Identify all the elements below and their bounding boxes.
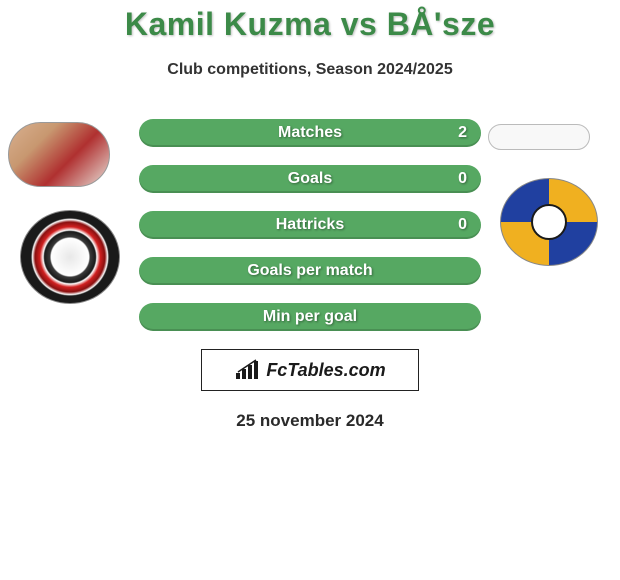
stat-row-goals-per-match: Goals per match: [139, 257, 481, 285]
stat-row-hattricks: Hattricks 0: [139, 211, 481, 239]
stat-label: Goals per match: [247, 262, 372, 280]
player-left-avatar: [8, 122, 110, 187]
branding-box[interactable]: FcTables.com: [201, 349, 419, 391]
club-right-badge-inner: [531, 204, 567, 240]
page-subtitle: Club competitions, Season 2024/2025: [0, 61, 620, 79]
stat-row-goals: Goals 0: [139, 165, 481, 193]
branding-text: FcTables.com: [266, 360, 385, 381]
stat-label: Matches: [278, 124, 342, 142]
stat-row-matches: Matches 2: [139, 119, 481, 147]
club-right-badge: [500, 178, 598, 266]
stat-value: 2: [458, 124, 467, 142]
stat-label: Min per goal: [263, 308, 357, 326]
stat-label: Goals: [288, 170, 332, 188]
page-title: Kamil Kuzma vs BÅ'sze: [0, 0, 620, 43]
footer-date: 25 november 2024: [0, 411, 620, 431]
stat-row-min-per-goal: Min per goal: [139, 303, 481, 331]
chart-icon: [234, 359, 260, 381]
stat-value: 0: [458, 170, 467, 188]
stat-value: 0: [458, 216, 467, 234]
stat-label: Hattricks: [276, 216, 344, 234]
club-left-badge: [20, 210, 120, 304]
player-right-avatar: [488, 124, 590, 150]
